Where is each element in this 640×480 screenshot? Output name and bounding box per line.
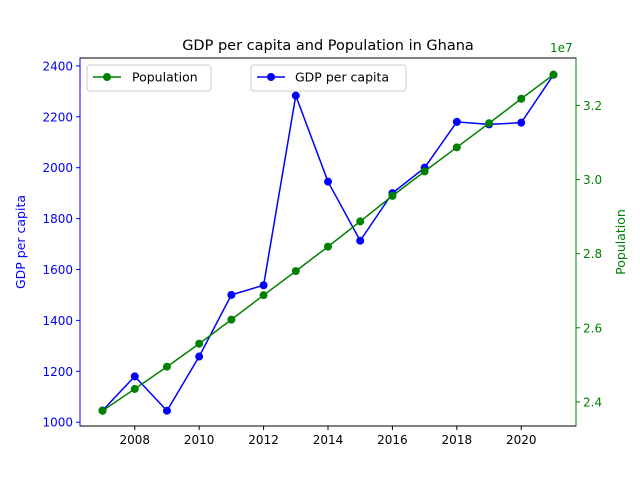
legend-gdp-box [250, 64, 407, 92]
data-point-gdp-per-capita [517, 118, 526, 127]
data-point-population [227, 315, 236, 324]
data-point-population [324, 242, 332, 251]
x-axis: 2008 2010 2012 2014 2016 2018 2020 [119, 426, 537, 447]
y-right-tick-label: 2.4 [583, 395, 602, 409]
data-point-population [98, 406, 107, 415]
x-tick-label: 2020 [506, 433, 537, 447]
data-point-gdp-per-capita [195, 352, 204, 361]
data-point-population [452, 143, 461, 152]
data-point-gdp-per-capita [259, 281, 268, 290]
data-point-gdp-per-capita [162, 406, 171, 415]
y-left-tick-label: 2000 [42, 161, 73, 175]
y-left-tick-label: 1600 [42, 263, 73, 277]
data-point-population [259, 291, 268, 300]
x-tick-label: 2014 [313, 433, 344, 447]
data-point-population [485, 119, 494, 128]
y-right-tick-label: 2.8 [583, 247, 602, 261]
data-point-population [162, 362, 171, 371]
legend-gdp: GDP per capita [250, 64, 407, 92]
x-tick-label: 2008 [119, 433, 150, 447]
data-point-gdp-per-capita [130, 372, 139, 381]
y-right-axis-label: Population [613, 209, 628, 275]
data-point-gdp-per-capita [452, 117, 461, 126]
chart-title: GDP per capita and Population in Ghana [182, 38, 474, 54]
data-point-gdp-per-capita [291, 91, 300, 100]
y-left-tick-label: 2400 [42, 59, 73, 73]
data-point-gdp-per-capita [356, 236, 365, 245]
legend-population-label: Population [132, 70, 198, 85]
x-tick-label: 2012 [248, 433, 279, 447]
data-point-population [195, 339, 204, 348]
y-left-tick-label: 1000 [42, 416, 73, 430]
y-left-tick-label: 2200 [42, 110, 73, 124]
y-left-tick-label: 1200 [42, 365, 73, 379]
y-left-tick-label: 1800 [42, 212, 73, 226]
data-point-population [291, 267, 300, 276]
data-point-population [356, 217, 365, 226]
legend-population-marker [103, 73, 111, 81]
series-layer [98, 70, 558, 415]
data-point-population [420, 167, 429, 176]
data-point-population [549, 70, 558, 79]
y-right-offset-text: 1e7 [550, 41, 573, 55]
y-left-axis-label: GDP per capita [13, 195, 28, 289]
y-right-tick-label: 2.6 [583, 321, 602, 335]
y-right-tick-label: 3.2 [583, 99, 602, 113]
legend-population: Population [86, 64, 212, 92]
y-left-tick-label: 1400 [42, 314, 73, 328]
data-point-population [517, 94, 526, 103]
y-right-axis: 2.4 2.6 2.8 3.0 3.2 [575, 58, 602, 426]
legend-gdp-marker [267, 73, 275, 81]
y-right-tick-label: 3.0 [583, 173, 602, 187]
data-point-gdp-per-capita [227, 290, 236, 299]
y-left-axis: 1000 1200 1400 1600 1800 2000 2200 2400 [42, 58, 81, 430]
legend-population-box [86, 64, 212, 92]
x-tick-label: 2018 [442, 433, 473, 447]
legend-gdp-label: GDP per capita [295, 70, 389, 85]
data-point-population [130, 384, 139, 393]
x-tick-label: 2016 [377, 433, 408, 447]
x-tick-label: 2010 [184, 433, 215, 447]
data-point-gdp-per-capita [324, 177, 332, 186]
data-point-population [388, 191, 397, 200]
